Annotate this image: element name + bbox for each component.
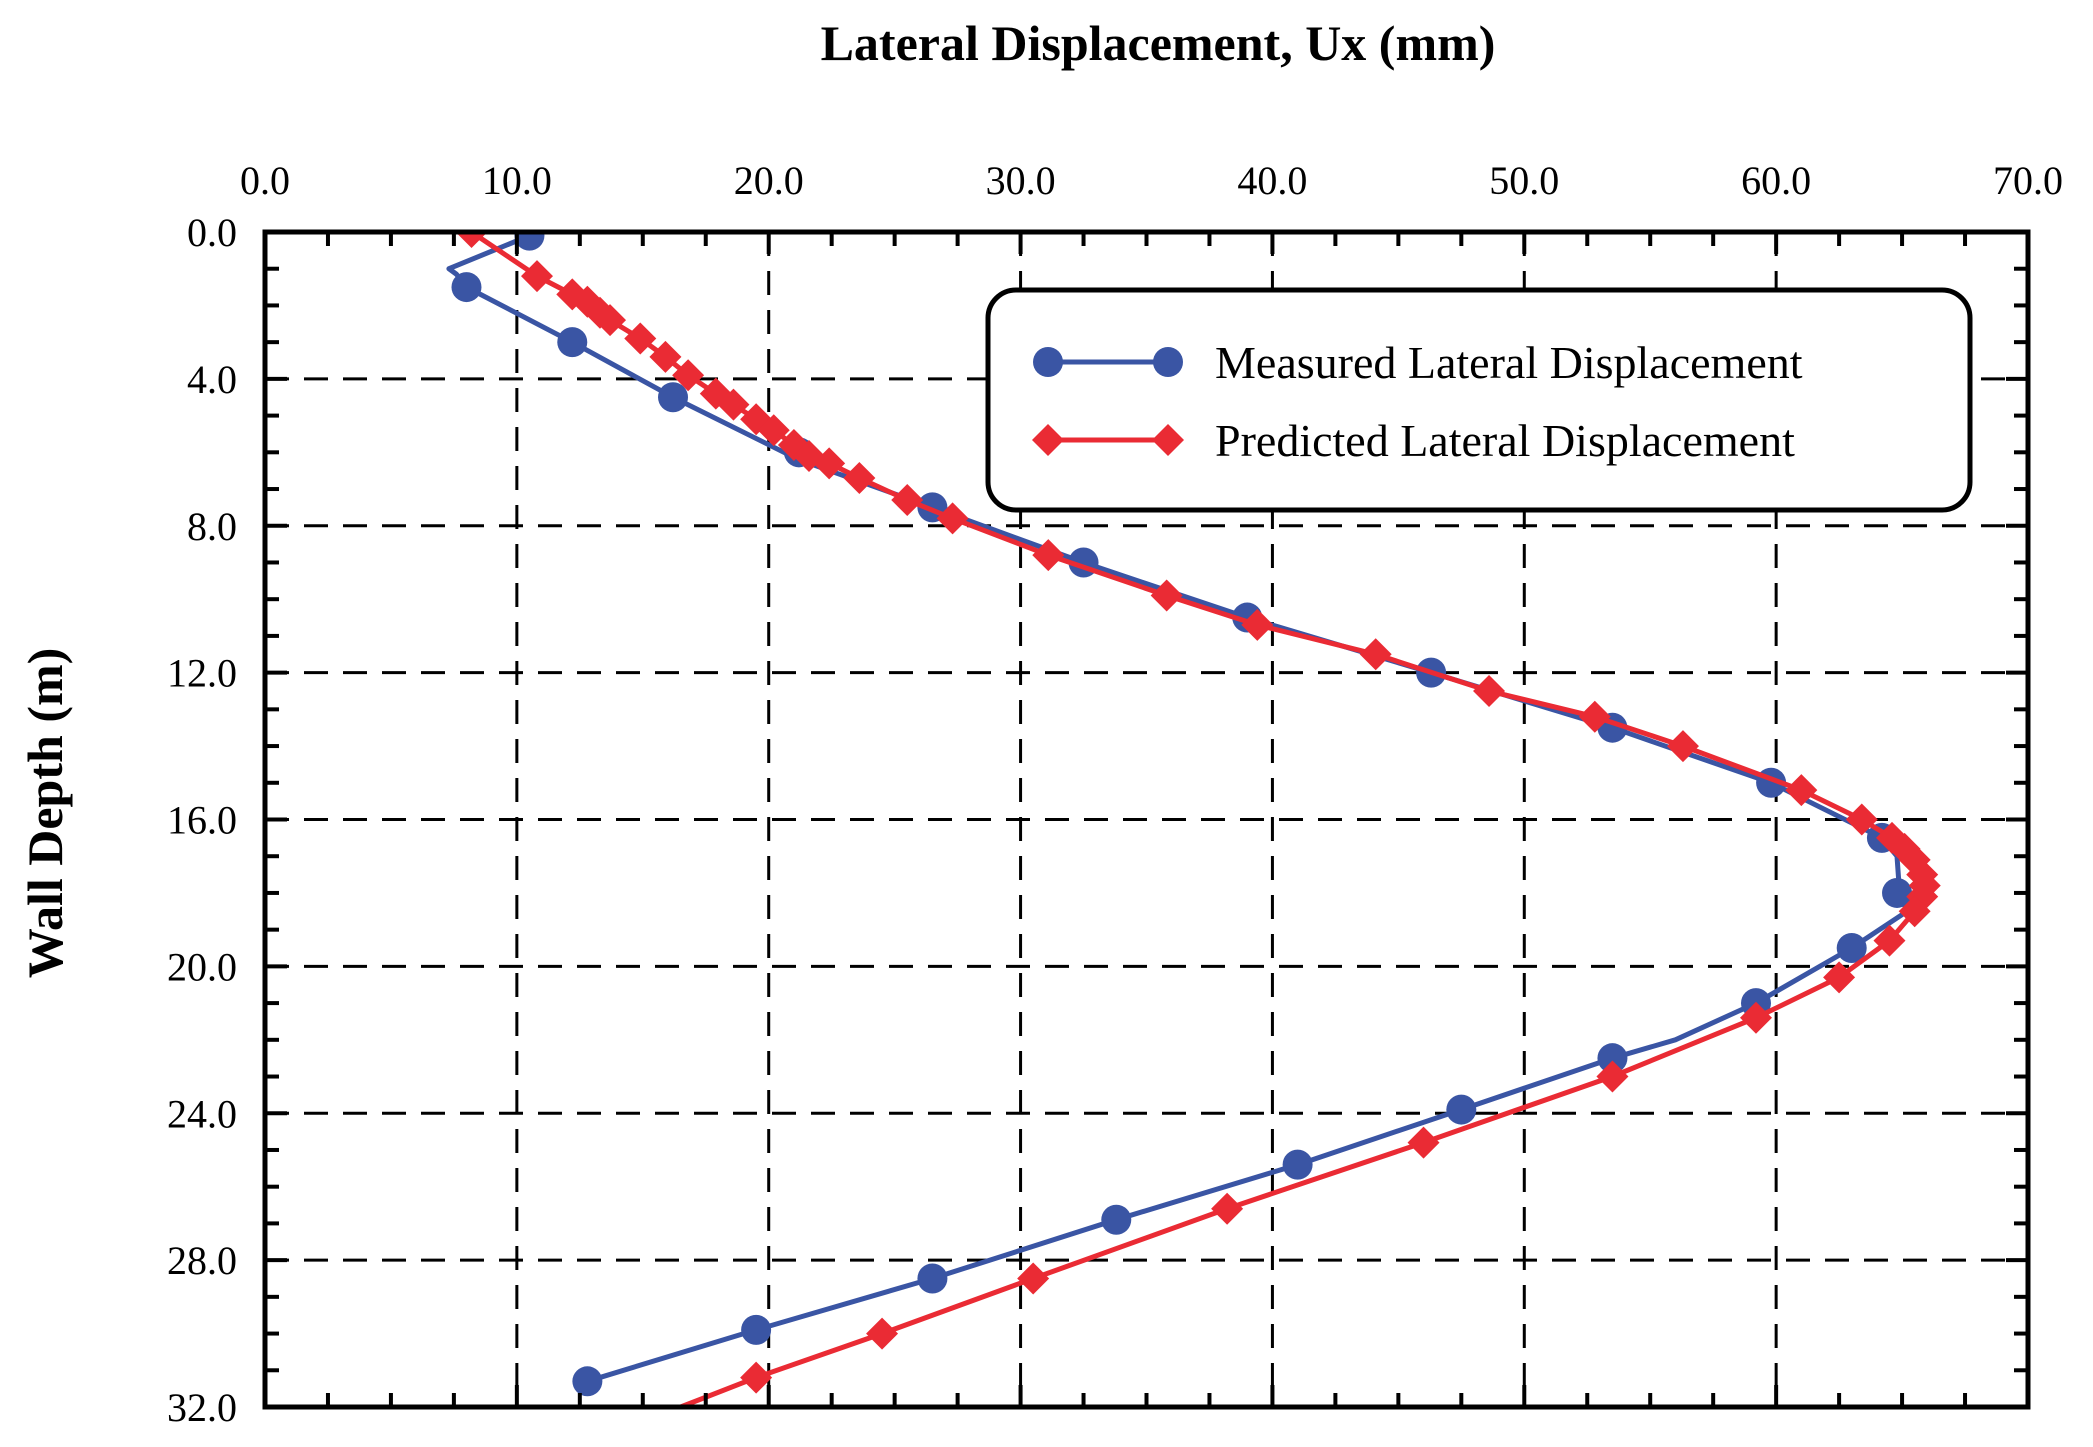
predicted-point xyxy=(813,447,846,480)
predicted-point xyxy=(843,462,876,495)
predicted-point xyxy=(1359,638,1392,671)
series-predicted xyxy=(455,232,1941,1407)
x-tick-label: 0.0 xyxy=(240,158,290,203)
x-tick-label: 70.0 xyxy=(1993,158,2063,203)
predicted-point xyxy=(1211,1192,1244,1225)
measured-point xyxy=(557,327,588,358)
predicted-point xyxy=(1017,1262,1050,1295)
measured-point xyxy=(1882,877,1913,908)
x-tick-label: 50.0 xyxy=(1489,158,1559,203)
predicted-point xyxy=(1823,961,1856,994)
predicted-point xyxy=(757,414,790,447)
legend-measured-marker xyxy=(1033,347,1063,377)
predicted-point xyxy=(1473,674,1506,707)
predicted-point xyxy=(1150,579,1183,612)
predicted-point xyxy=(672,359,705,392)
measured-point xyxy=(658,382,689,413)
predicted-point xyxy=(1873,924,1906,957)
tick-labels: 0.0 10.0 20.0 30.0 40.0 50.0 60.0 70.0 0.0 4.0 8.0… xyxy=(167,158,2063,1430)
predicted-point xyxy=(717,388,750,421)
predicted-point xyxy=(891,484,924,517)
y-tick-label: 8.0 xyxy=(187,504,237,549)
predicted-point xyxy=(1739,1001,1772,1034)
measured-point xyxy=(1597,1043,1628,1074)
legend-measured-label: Measured Lateral Displacement xyxy=(1215,337,1803,388)
predicted-point xyxy=(1596,1060,1629,1093)
predicted-point xyxy=(594,304,627,337)
measured-point xyxy=(514,232,545,251)
x-tick-label: 30.0 xyxy=(986,158,1056,203)
legend-measured-marker xyxy=(1153,347,1183,377)
x-tick-label: 20.0 xyxy=(734,158,804,203)
measured-point xyxy=(572,1366,603,1397)
predicted-point xyxy=(649,340,682,373)
measured-point xyxy=(741,1314,772,1345)
y-tick-label: 24.0 xyxy=(167,1091,237,1136)
y-axis-title: Wall Depth (m) xyxy=(17,648,73,979)
predicted-point xyxy=(1845,803,1878,836)
y-tick-label: 12.0 xyxy=(167,651,237,696)
legend: Measured Lateral Displacement Predicted L… xyxy=(985,287,1973,513)
predicted-point xyxy=(1407,1126,1440,1159)
measured-point xyxy=(451,272,482,303)
predicted-point xyxy=(624,322,657,355)
legend-predicted-marker xyxy=(1152,424,1184,456)
predicted-point xyxy=(1578,700,1611,733)
x-tick-label: 10.0 xyxy=(482,158,552,203)
predicted-point xyxy=(1898,895,1931,928)
ticks xyxy=(263,230,2030,1409)
predicted-point xyxy=(1032,539,1065,572)
y-tick-label: 32.0 xyxy=(167,1385,237,1430)
series-layer xyxy=(446,232,1941,1407)
predicted-point xyxy=(866,1317,899,1350)
predicted-point xyxy=(455,232,488,248)
predicted-point xyxy=(1785,774,1818,807)
legend-predicted-marker xyxy=(1032,424,1064,456)
legend-box xyxy=(985,287,1973,513)
legend-predicted-label: Predicted Lateral Displacement xyxy=(1215,415,1795,466)
x-tick-label: 60.0 xyxy=(1741,158,1811,203)
x-tick-label: 40.0 xyxy=(1237,158,1307,203)
x-axis-title: Lateral Displacement, Ux (mm) xyxy=(821,15,1496,71)
measured-point xyxy=(1101,1204,1132,1235)
predicted-point xyxy=(740,1361,773,1394)
y-tick-label: 0.0 xyxy=(187,210,237,255)
measured-point xyxy=(1836,933,1867,964)
predicted-point xyxy=(521,260,554,293)
y-tick-label: 20.0 xyxy=(167,944,237,989)
y-tick-label: 28.0 xyxy=(167,1238,237,1283)
predicted-point xyxy=(1666,730,1699,763)
predicted-point xyxy=(1241,608,1274,641)
measured-point xyxy=(1282,1149,1313,1180)
y-tick-label: 16.0 xyxy=(167,798,237,843)
y-tick-label: 4.0 xyxy=(187,357,237,402)
measured-point xyxy=(917,1263,948,1294)
predicted-point xyxy=(936,502,969,535)
measured-point xyxy=(1446,1094,1477,1125)
